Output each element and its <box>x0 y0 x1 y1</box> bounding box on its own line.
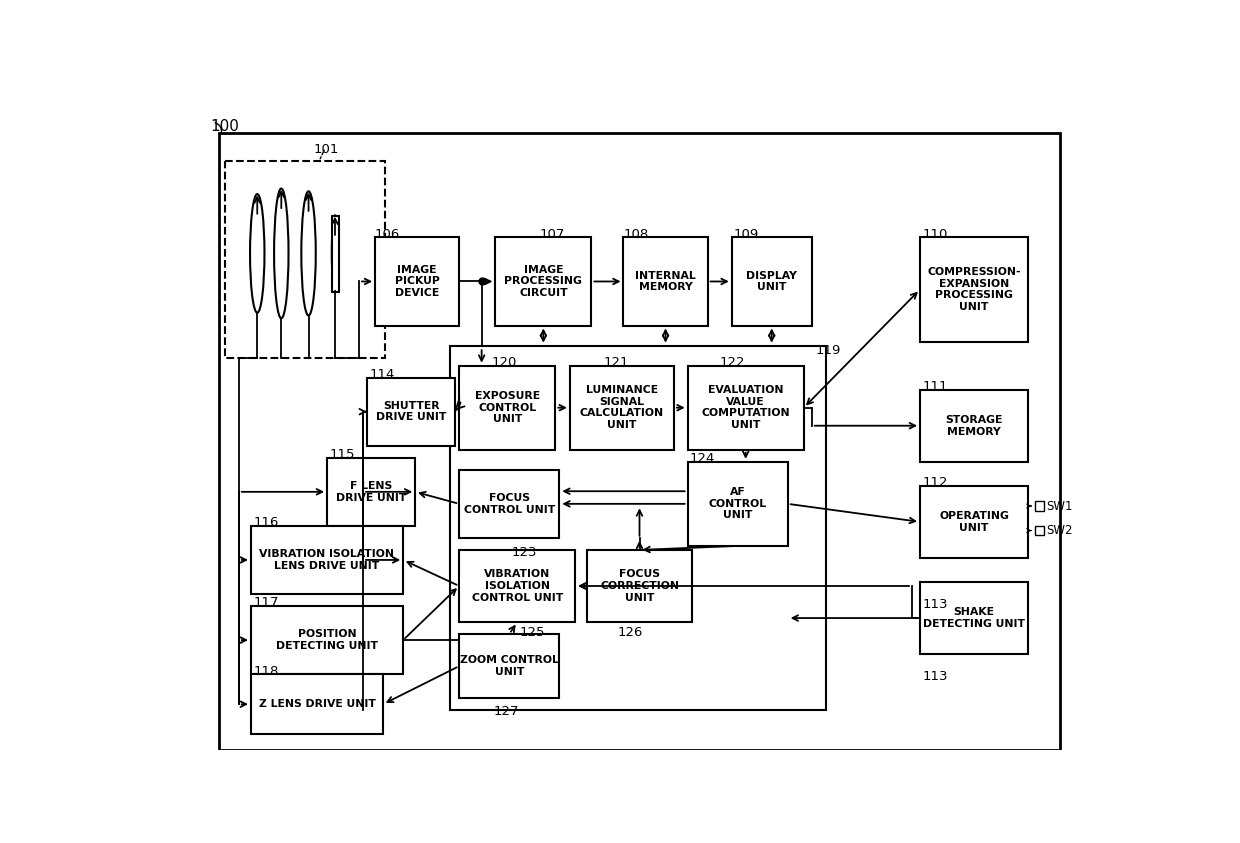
Ellipse shape <box>301 191 316 315</box>
Text: 124: 124 <box>689 452 714 465</box>
Bar <box>920 238 1028 341</box>
Text: 115: 115 <box>330 448 355 461</box>
Text: AF
CONTROL
UNIT: AF CONTROL UNIT <box>708 487 766 520</box>
Text: 121: 121 <box>604 356 629 369</box>
Text: SW1: SW1 <box>1047 500 1073 513</box>
Bar <box>495 238 591 325</box>
Bar <box>920 389 1028 462</box>
Bar <box>588 550 692 622</box>
Bar <box>332 216 339 292</box>
Text: POSITION
DETECTING UNIT: POSITION DETECTING UNIT <box>277 629 378 651</box>
Bar <box>459 366 556 450</box>
Bar <box>250 606 403 674</box>
Text: VIBRATION
ISOLATION
CONTROL UNIT: VIBRATION ISOLATION CONTROL UNIT <box>471 569 563 603</box>
Bar <box>367 378 455 446</box>
Text: 125: 125 <box>520 626 544 639</box>
Text: SHAKE
DETECTING UNIT: SHAKE DETECTING UNIT <box>923 607 1025 629</box>
Ellipse shape <box>332 215 339 292</box>
Bar <box>250 674 383 734</box>
Text: 108: 108 <box>624 228 649 241</box>
Bar <box>732 238 812 325</box>
Bar <box>327 458 415 526</box>
Text: 126: 126 <box>618 626 644 639</box>
Text: COMPRESSION-
EXPANSION
PROCESSING
UNIT: COMPRESSION- EXPANSION PROCESSING UNIT <box>928 267 1021 312</box>
Text: VIBRATION ISOLATION
LENS DRIVE UNIT: VIBRATION ISOLATION LENS DRIVE UNIT <box>259 549 394 571</box>
Text: SW2: SW2 <box>1047 524 1073 537</box>
Bar <box>570 366 675 450</box>
Text: 127: 127 <box>494 705 520 717</box>
Text: LUMINANCE
SIGNAL
CALCULATION
UNIT: LUMINANCE SIGNAL CALCULATION UNIT <box>580 385 663 430</box>
Bar <box>459 634 559 698</box>
Text: 118: 118 <box>253 664 279 678</box>
Bar <box>688 462 787 546</box>
Text: 111: 111 <box>923 380 947 393</box>
Text: 106: 106 <box>374 228 401 241</box>
Text: INTERNAL
MEMORY: INTERNAL MEMORY <box>635 271 696 293</box>
Ellipse shape <box>274 189 289 319</box>
Text: IMAGE
PROCESSING
CIRCUIT: IMAGE PROCESSING CIRCUIT <box>505 265 583 298</box>
Text: STORAGE
MEMORY: STORAGE MEMORY <box>945 415 1003 437</box>
Text: 122: 122 <box>719 356 745 369</box>
Text: 112: 112 <box>923 476 947 489</box>
Text: F LENS
DRIVE UNIT: F LENS DRIVE UNIT <box>336 481 407 502</box>
Text: ZOOM CONTROL
UNIT: ZOOM CONTROL UNIT <box>460 655 559 677</box>
Text: 114: 114 <box>370 368 394 381</box>
Text: 101: 101 <box>314 142 339 156</box>
Bar <box>920 582 1028 654</box>
Ellipse shape <box>250 194 264 313</box>
Bar <box>1034 526 1044 535</box>
Text: 100: 100 <box>211 119 239 134</box>
Bar <box>459 550 575 622</box>
Bar <box>374 238 459 325</box>
Bar <box>450 346 826 710</box>
Text: 116: 116 <box>253 516 279 529</box>
Text: 110: 110 <box>923 228 947 241</box>
Bar <box>920 486 1028 558</box>
Text: 113: 113 <box>923 598 947 611</box>
Bar <box>1034 502 1044 511</box>
Bar <box>624 238 708 325</box>
Text: SHUTTER
DRIVE UNIT: SHUTTER DRIVE UNIT <box>376 401 446 422</box>
Text: 119: 119 <box>816 344 841 357</box>
Text: FOCUS
CORRECTION
UNIT: FOCUS CORRECTION UNIT <box>600 569 680 603</box>
Text: OPERATING
UNIT: OPERATING UNIT <box>939 511 1009 533</box>
Bar <box>688 366 804 450</box>
Text: 123: 123 <box>511 546 537 559</box>
Text: Z LENS DRIVE UNIT: Z LENS DRIVE UNIT <box>258 699 376 709</box>
Bar <box>250 526 403 594</box>
Text: 117: 117 <box>253 596 279 609</box>
Text: EXPOSURE
CONTROL
UNIT: EXPOSURE CONTROL UNIT <box>475 391 539 424</box>
Text: 107: 107 <box>539 228 564 241</box>
Bar <box>459 470 559 538</box>
Text: DISPLAY
UNIT: DISPLAY UNIT <box>746 271 797 293</box>
Text: FOCUS
CONTROL UNIT: FOCUS CONTROL UNIT <box>464 493 556 514</box>
Text: IMAGE
PICKUP
DEVICE: IMAGE PICKUP DEVICE <box>394 265 439 298</box>
Text: 109: 109 <box>733 228 759 241</box>
Text: 120: 120 <box>491 356 517 369</box>
Text: 113: 113 <box>923 670 947 683</box>
Bar <box>226 161 386 357</box>
Text: EVALUATION
VALUE
COMPUTATION
UNIT: EVALUATION VALUE COMPUTATION UNIT <box>702 385 790 430</box>
